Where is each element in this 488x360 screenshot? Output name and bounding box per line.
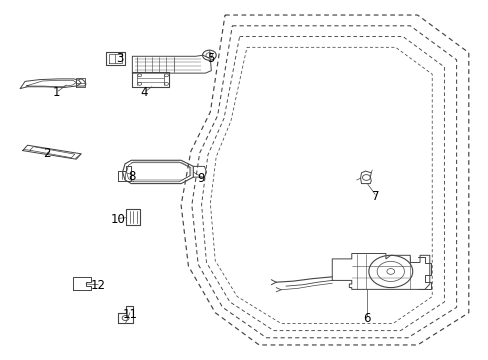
- Text: 2: 2: [43, 147, 51, 159]
- Text: 8: 8: [128, 170, 136, 183]
- Text: 5: 5: [206, 51, 214, 64]
- Text: 9: 9: [197, 172, 204, 185]
- Text: 4: 4: [141, 86, 148, 99]
- Text: 3: 3: [116, 51, 123, 64]
- Text: 10: 10: [110, 213, 125, 226]
- Text: 7: 7: [372, 190, 379, 203]
- Text: 1: 1: [53, 86, 61, 99]
- Text: 11: 11: [122, 308, 137, 321]
- Text: 6: 6: [362, 311, 369, 325]
- Text: 12: 12: [91, 279, 105, 292]
